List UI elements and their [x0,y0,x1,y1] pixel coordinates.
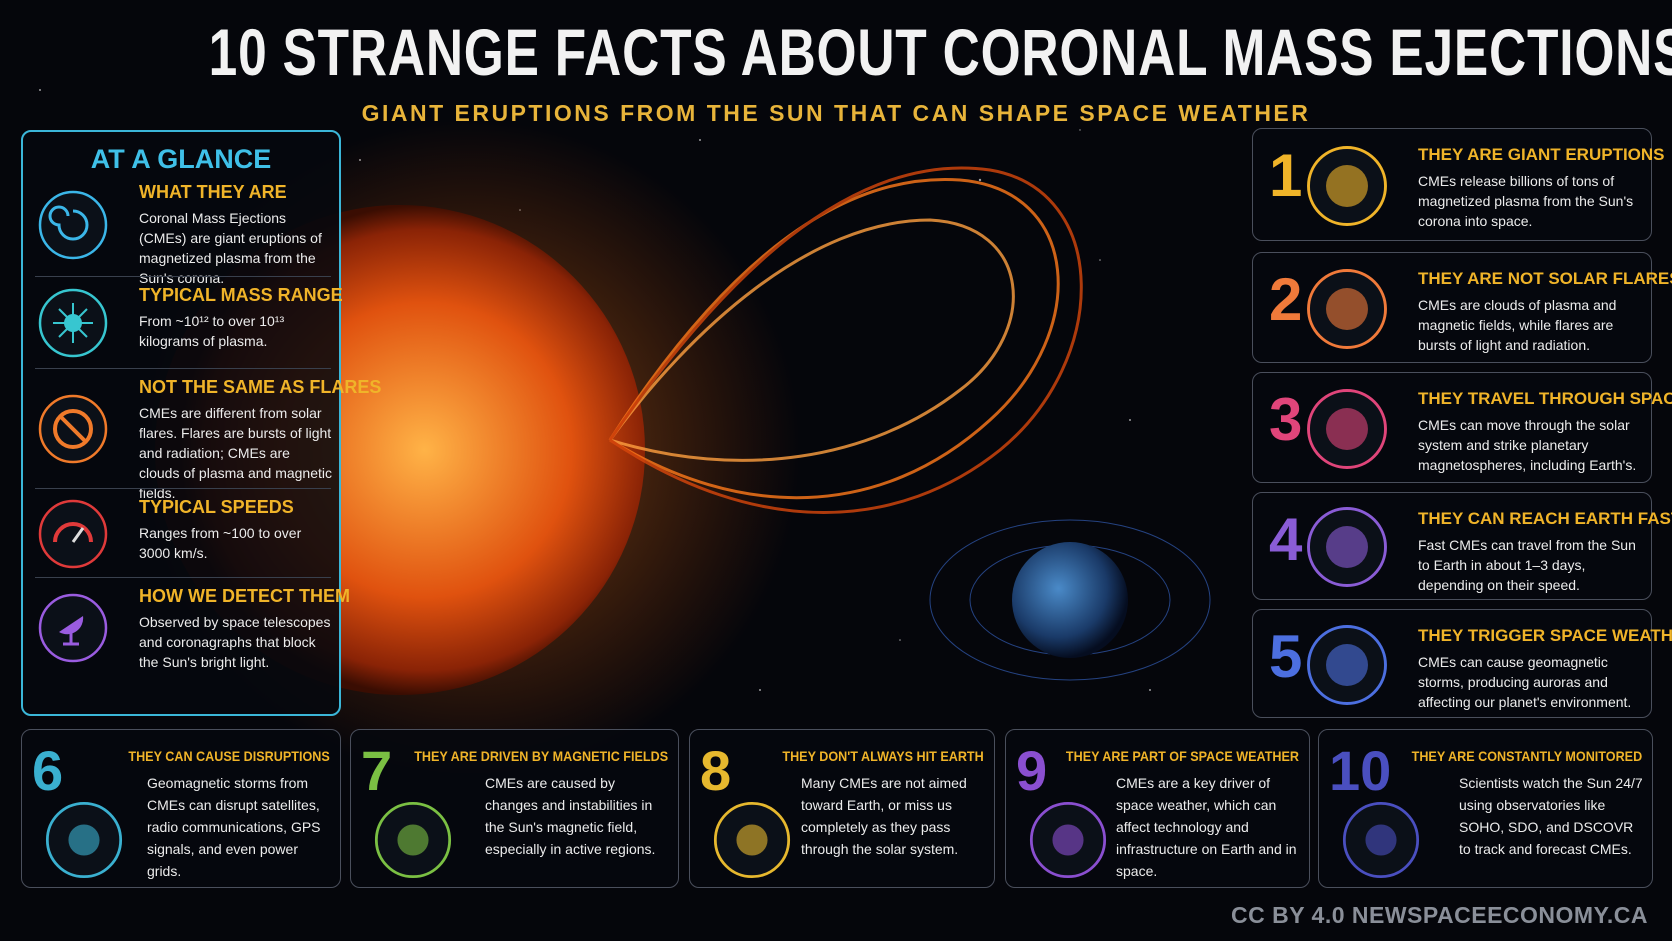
title-text: 10 STRANGE FACTS ABOUT CORONAL MASS EJEC… [208,15,1672,89]
fact-heading: THEY ARE CONSTANTLY MONITORED [1411,748,1642,764]
glance-item: NOT THE SAME AS FLARES CMEs are different… [35,368,381,501]
fact-number: 8 [700,739,732,802]
icon [1307,388,1387,469]
fact-card: 1 THEY ARE GIANT ERUPTIONS CMEs release bi… [1252,128,1665,241]
icon [374,801,452,879]
fact-heading: THEY TRIGGER SPACE WEATHER [1418,626,1672,645]
glance-title: AT A GLANCE [90,144,272,174]
glance-item: TYPICAL MASS RANGE From ~10¹² to over 10¹… [35,276,343,369]
fact-heading: THEY ARE PART OF SPACE WEATHER [1065,748,1299,764]
fact-heading: THEY ARE NOT SOLAR FLARES [1418,269,1672,288]
fact-card: 6 THEY CAN CAUSE DISRUPTIONS Geomagnetic s… [21,729,341,888]
icon [38,190,108,260]
fact-text: Fast CMEs can travel from the Sun to Ear… [1418,537,1636,593]
fact-number: 2 [1269,266,1303,333]
icon [38,593,108,663]
glance-heading: WHAT THEY ARE [139,182,287,202]
fact-number: 4 [1269,506,1303,573]
fact-number: 1 [1269,142,1303,209]
icon [713,801,791,879]
glance-text: Observed by space telescopes and coronag… [139,614,331,670]
glance-heading: TYPICAL MASS RANGE [139,285,343,305]
fact-text: Many CMEs are not aimed toward Earth, or… [801,775,967,857]
fact-number: 7 [361,739,393,802]
icon [38,288,108,358]
icon [1307,268,1387,349]
fact-heading: THEY DON'T ALWAYS HIT EARTH [782,748,984,764]
fact-text: Scientists watch the Sun 24/7 using obse… [1459,775,1643,857]
icon [1307,145,1387,226]
icon [45,801,123,879]
icon [38,499,108,568]
glance-heading: TYPICAL SPEEDS [139,497,294,517]
subtitle: GIANT ERUPTIONS FROM THE SUN THAT CAN SH… [361,100,1311,126]
fact-text: CMEs release billions of tons of magneti… [1418,173,1634,229]
fact-number: 9 [1016,739,1048,802]
icon [1342,801,1420,879]
fact-card: 10 THEY ARE CONSTANTLY MONITORED Scientist… [1318,729,1653,888]
fact-heading: THEY ARE GIANT ERUPTIONS [1418,145,1665,164]
fact-card: 4 THEY CAN REACH EARTH FAST Fast CMEs can … [1252,492,1672,600]
glance-text: Coronal Mass Ejections (CMEs) are giant … [139,210,322,286]
fact-text: Geomagnetic storms from CMEs can disrupt… [147,775,321,879]
fact-heading: THEY ARE DRIVEN BY MAGNETIC FIELDS [414,748,668,764]
icon [1029,801,1107,879]
glance-item: HOW WE DETECT THEM Observed by space tele… [35,577,350,678]
glance-heading: HOW WE DETECT THEM [139,586,350,606]
fact-heading: THEY TRAVEL THROUGH SPACE [1418,389,1672,408]
glance-panel: AT A GLANCE WHAT THEY ARE Coronal Mass Ej… [21,130,381,716]
fact-card: 2 THEY ARE NOT SOLAR FLARES CMEs are cloud… [1252,252,1672,363]
fact-card: 5 THEY TRIGGER SPACE WEATHER CMEs can caus… [1252,609,1672,718]
glance-text: From ~10¹² to over 10¹³ kilograms of pla… [139,313,285,349]
fact-card: 7 THEY ARE DRIVEN BY MAGNETIC FIELDS CMEs … [350,729,679,888]
fact-number: 5 [1269,623,1303,690]
fact-card: 8 THEY DON'T ALWAYS HIT EARTH Many CMEs ar… [689,729,995,888]
glance-item: WHAT THEY ARE Coronal Mass Ejections (CME… [35,174,331,286]
fact-heading: THEY CAN CAUSE DISRUPTIONS [128,748,330,764]
glance-text: CMEs are different from solar flares. Fl… [139,405,332,501]
fact-text: CMEs are clouds of plasma and magnetic f… [1418,297,1617,353]
icon [38,394,108,464]
glance-heading: NOT THE SAME AS FLARES [139,377,382,397]
icon [1307,624,1387,705]
fact-heading: THEY CAN REACH EARTH FAST [1418,509,1672,528]
glance-item: TYPICAL SPEEDS Ranges from ~100 to over 3… [35,488,331,578]
fact-text: CMEs are caused by changes and instabili… [485,775,656,857]
fact-number: 6 [32,739,64,802]
fact-text: CMEs are a key driver of space weather, … [1116,775,1297,879]
fact-card: 3 THEY TRAVEL THROUGH SPACE CMEs can move … [1252,372,1672,483]
fact-number: 10 [1329,739,1392,802]
fact-text: CMEs can cause geomagnetic storms, produ… [1418,654,1632,710]
credit: CC BY 4.0 NEWSPACEECONOMY.CA [1231,902,1648,928]
fact-text: CMEs can move through the solar system a… [1418,417,1637,473]
fact-card: 9 THEY ARE PART OF SPACE WEATHER CMEs are … [1005,729,1310,888]
fact-number: 3 [1269,386,1303,453]
icon [1307,507,1387,587]
glance-text: Ranges from ~100 to over 3000 km/s. [139,525,302,561]
title: 10 STRANGE FACTS ABOUT CORONAL MASS EJEC… [0,14,1672,90]
